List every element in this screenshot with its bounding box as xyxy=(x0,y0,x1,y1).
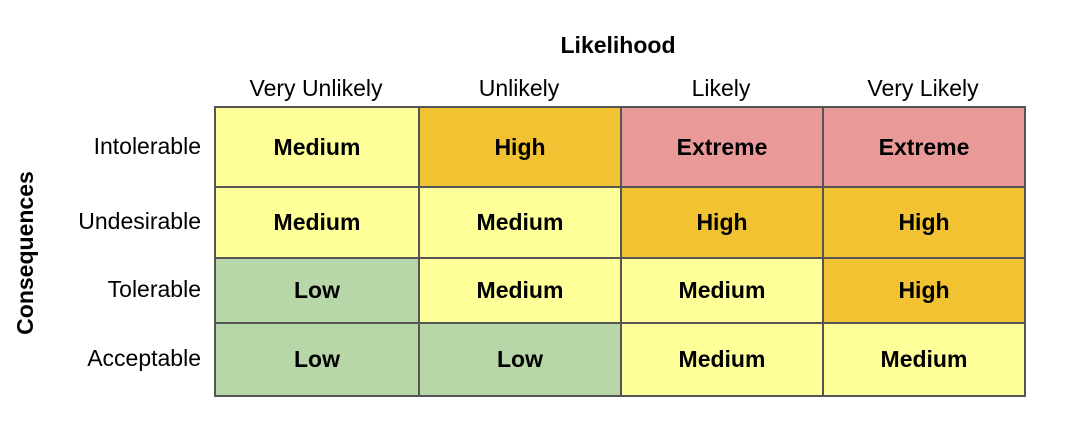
risk-cell-medium: Medium xyxy=(418,186,622,259)
risk-cell-high: High xyxy=(822,257,1026,324)
column-header-very-unlikely: Very Unlikely xyxy=(249,75,383,101)
likelihood-axis-title: Likelihood xyxy=(560,32,676,58)
matrix-row-acceptable: Low Low Medium Medium xyxy=(214,322,1026,397)
column-header-unlikely: Unlikely xyxy=(478,75,560,101)
risk-cell-medium: Medium xyxy=(214,186,420,259)
risk-cell-high: High xyxy=(620,186,824,259)
risk-cell-low: Low xyxy=(214,257,420,324)
row-header-intolerable: Intolerable xyxy=(93,132,201,159)
column-header-likely: Likely xyxy=(691,75,751,101)
risk-cell-medium: Medium xyxy=(620,322,824,397)
row-header-acceptable: Acceptable xyxy=(87,345,201,371)
risk-cell-high: High xyxy=(822,186,1026,259)
matrix-row-tolerable: Low Medium Medium High xyxy=(214,257,1026,324)
risk-cell-low: Low xyxy=(214,322,420,397)
risk-cell-extreme: Extreme xyxy=(620,106,824,188)
risk-cell-extreme: Extreme xyxy=(822,106,1026,188)
risk-cell-medium: Medium xyxy=(822,322,1026,397)
row-header-tolerable: Tolerable xyxy=(107,276,201,302)
risk-cell-low: Low xyxy=(418,322,622,397)
risk-cell-medium: Medium xyxy=(620,257,824,324)
matrix-row-undesirable: Medium Medium High High xyxy=(214,186,1026,259)
matrix-row-intolerable: Medium High Extreme Extreme xyxy=(214,106,1026,188)
risk-cell-high: High xyxy=(418,106,622,188)
risk-cell-medium: Medium xyxy=(214,106,420,188)
risk-matrix: Medium High Extreme Extreme Medium Mediu… xyxy=(214,106,1026,397)
column-header-very-likely: Very Likely xyxy=(867,75,979,101)
risk-cell-medium: Medium xyxy=(418,257,622,324)
row-header-undesirable: Undesirable xyxy=(78,208,201,234)
